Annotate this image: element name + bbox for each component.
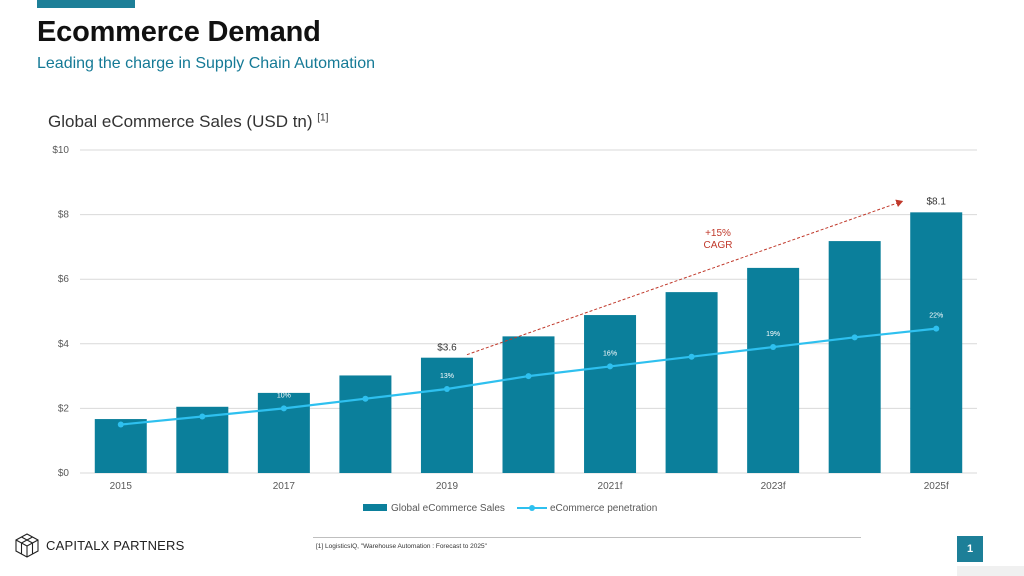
y-tick-label: $10 <box>52 145 69 156</box>
accent-bar <box>37 0 135 8</box>
cagr-label: CAGR <box>704 240 733 251</box>
chart-title-ref: [1] <box>317 112 329 124</box>
bar <box>665 292 718 473</box>
y-tick-label: $0 <box>58 468 70 479</box>
y-tick-label: $6 <box>58 274 70 285</box>
penetration-point <box>933 325 940 332</box>
cagr-arrow <box>466 199 904 356</box>
penetration-point <box>117 421 124 428</box>
page-subtitle: Leading the charge in Supply Chain Autom… <box>37 55 376 72</box>
x-tick-label: 2019 <box>436 481 459 492</box>
chart-legend: Global eCommerce Sales eCommerce penetrat… <box>363 503 657 514</box>
penetration-point <box>607 363 614 370</box>
x-tick-label: 2025f <box>924 481 949 492</box>
bar <box>420 357 473 473</box>
penetration-label: 16% <box>603 350 617 357</box>
bar <box>584 315 637 473</box>
footnote: [1] LogisticsIQ, "Warehouse Automation :… <box>316 543 487 550</box>
line-series: 10% 13% 16% 19% 22% <box>117 313 943 428</box>
cube-logo-icon <box>15 533 39 558</box>
y-tick-label: $2 <box>58 403 70 414</box>
x-tick-label: 2015 <box>110 481 133 492</box>
bar <box>502 336 555 473</box>
penetration-label: 22% <box>929 313 943 320</box>
x-axis-ticks: 2015 2017 2019 2021f 2023f 2025f <box>110 481 949 492</box>
bar <box>257 392 310 473</box>
company-logo: CAPITALX PARTNERS <box>14 532 185 558</box>
penetration-point <box>443 386 450 393</box>
footnote-divider <box>313 537 861 538</box>
y-tick-label: $8 <box>58 210 70 221</box>
chart-title-text: Global eCommerce Sales (USD tn) <box>48 112 313 131</box>
chart-title: Global eCommerce Sales (USD tn) [1] <box>48 112 328 132</box>
penetration-point <box>199 413 206 420</box>
penetration-point <box>770 344 777 351</box>
bar <box>747 267 800 473</box>
legend-bar-swatch <box>363 504 387 511</box>
bar-series <box>94 212 963 473</box>
penetration-point <box>688 353 695 360</box>
x-tick-label: 2023f <box>761 481 786 492</box>
bar <box>94 419 147 473</box>
ecommerce-sales-chart: $0 $2 $4 $6 $8 $10 2015 2017 2019 2021f 2023f 2025… <box>52 145 977 514</box>
bar <box>339 375 392 473</box>
penetration-label: 19% <box>766 331 780 338</box>
bar <box>910 212 963 473</box>
page-title: Ecommerce Demand <box>37 16 321 48</box>
legend-line-marker <box>529 505 535 511</box>
penetration-point <box>525 373 532 380</box>
penetration-point <box>280 405 287 412</box>
y-axis-ticks: $0 $2 $4 $6 $8 $10 <box>52 145 69 479</box>
penetration-label: 13% <box>440 373 454 380</box>
cagr-value: +15% <box>705 228 731 239</box>
legend-bar-label: Global eCommerce Sales <box>391 503 505 514</box>
penetration-point <box>851 334 858 341</box>
x-tick-label: 2021f <box>598 481 623 492</box>
page-number: 1 <box>957 536 983 562</box>
start-value-label: $3.6 <box>437 343 457 354</box>
bar <box>828 241 881 473</box>
x-tick-label: 2017 <box>273 481 296 492</box>
end-value-label: $8.1 <box>926 196 946 207</box>
cagr-annotation: $3.6 $8.1 +15%CAGR <box>437 196 946 356</box>
y-tick-label: $4 <box>58 339 70 350</box>
corner-strip <box>957 566 1024 576</box>
penetration-label: 10% <box>277 392 291 399</box>
legend-line-label: eCommerce penetration <box>550 503 657 514</box>
penetration-point <box>362 395 369 402</box>
company-name: CAPITALX PARTNERS <box>46 537 185 553</box>
